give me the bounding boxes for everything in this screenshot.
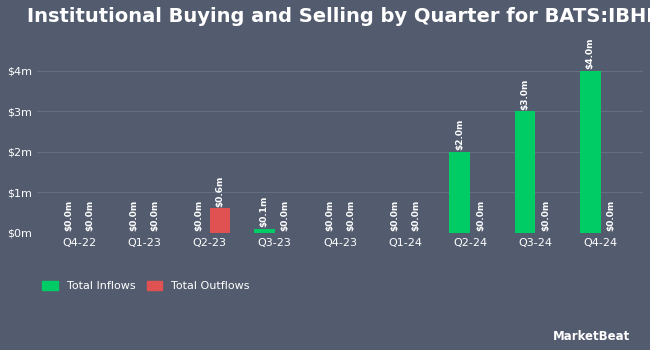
Bar: [580, 71, 601, 233]
Text: $2.0m: $2.0m: [456, 119, 464, 150]
Text: $0.0m: $0.0m: [129, 200, 138, 231]
Title: Institutional Buying and Selling by Quarter for BATS:IBHI: Institutional Buying and Selling by Quar…: [27, 7, 650, 26]
Bar: [515, 111, 536, 233]
Text: $0.0m: $0.0m: [194, 200, 203, 231]
Text: $0.0m: $0.0m: [411, 200, 420, 231]
Text: $0.0m: $0.0m: [150, 200, 159, 231]
Text: $0.0m: $0.0m: [606, 200, 616, 231]
Text: $0.0m: $0.0m: [281, 200, 290, 231]
Legend: Total Inflows, Total Outflows: Total Inflows, Total Outflows: [42, 281, 250, 292]
Text: $0.1m: $0.1m: [260, 196, 269, 227]
Text: $0.6m: $0.6m: [216, 175, 224, 207]
Bar: [254, 229, 275, 233]
Text: $0.0m: $0.0m: [476, 200, 486, 231]
Bar: [209, 209, 230, 233]
Text: $0.0m: $0.0m: [390, 200, 399, 231]
Text: $0.0m: $0.0m: [85, 200, 94, 231]
Text: MarketBeat: MarketBeat: [553, 330, 630, 343]
Text: $4.0m: $4.0m: [586, 38, 595, 69]
Bar: [449, 152, 471, 233]
Text: $0.0m: $0.0m: [541, 200, 551, 231]
Text: $3.0m: $3.0m: [521, 78, 530, 110]
Text: $0.0m: $0.0m: [346, 200, 355, 231]
Text: $0.0m: $0.0m: [325, 200, 334, 231]
Text: $0.0m: $0.0m: [64, 200, 73, 231]
